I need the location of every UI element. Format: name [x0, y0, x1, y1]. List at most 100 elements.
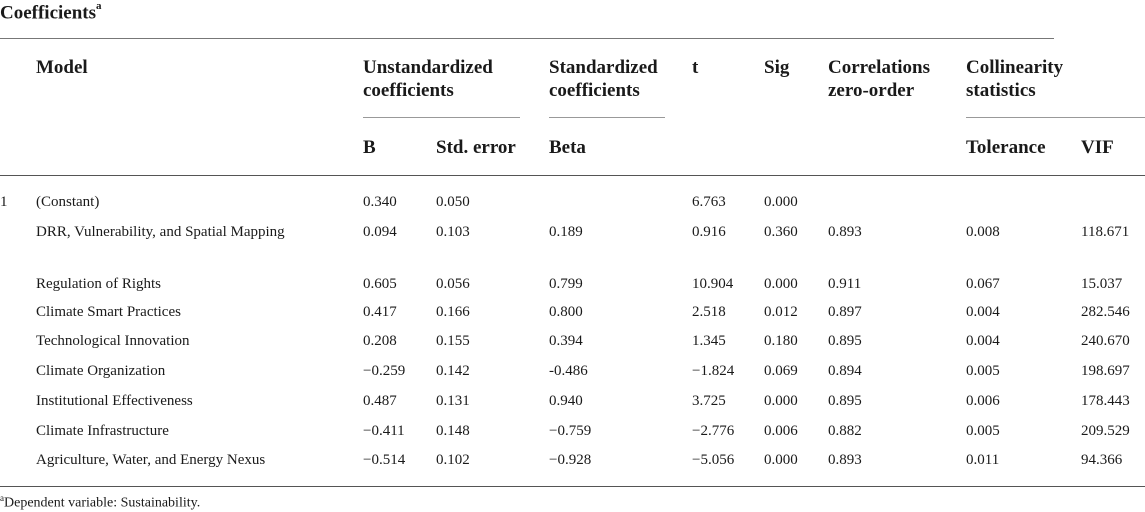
- cell-sig: 0.006: [764, 423, 798, 439]
- row-variable-name: DRR, Vulnerability, and Spatial Mapping: [36, 224, 285, 240]
- cell-sig: 0.012: [764, 304, 798, 320]
- cell-vif: 282.546: [1081, 304, 1130, 320]
- cell-beta: 0.800: [549, 304, 583, 320]
- cell-sig: 0.069: [764, 363, 798, 379]
- cell-t: 6.763: [692, 194, 726, 210]
- cell-b: 0.605: [363, 276, 397, 292]
- cell-b: −0.411: [363, 423, 405, 439]
- header-correlations-line2: zero-order: [828, 80, 915, 101]
- cell-b: 0.487: [363, 393, 397, 409]
- cell-b: 0.340: [363, 194, 397, 210]
- cell-sig: 0.000: [764, 276, 798, 292]
- footnote-text: Dependent variable: Sustainability.: [4, 495, 201, 511]
- cell-correlation: 0.893: [828, 452, 862, 468]
- cell-vif: 240.670: [1081, 333, 1130, 349]
- header-collinearity-line2: statistics: [966, 80, 1036, 101]
- header-tolerance: Tolerance: [966, 137, 1046, 158]
- header-unstandardized-line1: Unstandardized: [363, 57, 493, 78]
- cell-tolerance: 0.008: [966, 224, 1000, 240]
- table-title-marker: a: [96, 0, 102, 12]
- cell-t: 3.725: [692, 393, 726, 409]
- cell-correlation: 0.911: [828, 276, 862, 292]
- cell-beta: 0.394: [549, 333, 583, 349]
- cell-correlation: 0.895: [828, 393, 862, 409]
- cell-tolerance: 0.067: [966, 276, 1000, 292]
- table-title: Coefficientsa: [0, 0, 102, 24]
- cell-vif: 209.529: [1081, 423, 1130, 439]
- cell-tolerance: 0.011: [966, 452, 1000, 468]
- cell-std-error: 0.056: [436, 276, 470, 292]
- row-variable-name: Climate Infrastructure: [36, 423, 169, 439]
- row-variable-name: Climate Organization: [36, 363, 166, 379]
- cell-std-error: 0.131: [436, 393, 470, 409]
- cell-vif: 94.366: [1081, 452, 1123, 468]
- header-standardized-line1: Standardized: [549, 57, 658, 78]
- table-title-text: Coefficients: [0, 2, 97, 24]
- cell-correlation: 0.895: [828, 333, 862, 349]
- top-rule: [0, 38, 1054, 39]
- cell-correlation: 0.897: [828, 304, 862, 320]
- header-t: t: [692, 57, 699, 78]
- cell-std-error: 0.166: [436, 304, 470, 320]
- cell-tolerance: 0.004: [966, 304, 1000, 320]
- header-beta: Beta: [549, 137, 586, 158]
- cell-tolerance: 0.005: [966, 363, 1000, 379]
- cell-correlation: 0.882: [828, 423, 862, 439]
- cell-sig: 0.000: [764, 393, 798, 409]
- cell-correlation: 0.893: [828, 224, 862, 240]
- cell-std-error: 0.102: [436, 452, 470, 468]
- header-unstandardized-line2: coefficients: [363, 80, 454, 101]
- cell-b: −0.514: [363, 452, 406, 468]
- row-number: 1: [0, 194, 8, 210]
- header-vif: VIF: [1081, 137, 1114, 158]
- cell-tolerance: 0.006: [966, 393, 1000, 409]
- cell-vif: 198.697: [1081, 363, 1130, 379]
- cell-std-error: 0.103: [436, 224, 470, 240]
- cell-t: −2.776: [692, 423, 735, 439]
- header-standardized-line2: coefficients: [549, 80, 640, 101]
- row-variable-name: Regulation of Rights: [36, 276, 161, 292]
- cell-vif: 15.037: [1081, 276, 1123, 292]
- cell-t: 0.916: [692, 224, 726, 240]
- cell-std-error: 0.142: [436, 363, 470, 379]
- cell-beta: −0.759: [549, 423, 592, 439]
- cell-b: 0.208: [363, 333, 397, 349]
- cell-b: −0.259: [363, 363, 406, 379]
- cell-beta: -0.486: [549, 363, 588, 379]
- cell-sig: 0.180: [764, 333, 798, 349]
- header-rule: [0, 175, 1145, 176]
- cell-b: 0.094: [363, 224, 397, 240]
- standardized-subrule: [549, 117, 665, 118]
- cell-beta: −0.928: [549, 452, 592, 468]
- row-variable-name: Institutional Effectiveness: [36, 393, 193, 409]
- cell-std-error: 0.148: [436, 423, 470, 439]
- cell-b: 0.417: [363, 304, 397, 320]
- cell-t: 1.345: [692, 333, 726, 349]
- table-footnote: aDependent variable: Sustainability.: [0, 493, 200, 512]
- unstandardized-subrule: [363, 117, 520, 118]
- cell-std-error: 0.050: [436, 194, 470, 210]
- cell-sig: 0.000: [764, 194, 798, 210]
- row-variable-name: Agriculture, Water, and Energy Nexus: [36, 452, 266, 468]
- bottom-rule: [0, 486, 1145, 487]
- header-collinearity-line1: Collinearity: [966, 57, 1064, 78]
- collinearity-subrule: [966, 117, 1145, 118]
- cell-tolerance: 0.005: [966, 423, 1000, 439]
- cell-t: 10.904: [692, 276, 734, 292]
- cell-beta: 0.940: [549, 393, 583, 409]
- cell-tolerance: 0.004: [966, 333, 1000, 349]
- cell-vif: 178.443: [1081, 393, 1130, 409]
- cell-t: 2.518: [692, 304, 726, 320]
- row-variable-name: Technological Innovation: [36, 333, 190, 349]
- header-b: B: [363, 137, 376, 158]
- header-correlations-line1: Correlations: [828, 57, 931, 78]
- cell-std-error: 0.155: [436, 333, 470, 349]
- cell-t: −1.824: [692, 363, 735, 379]
- footnote-marker: a: [0, 493, 4, 503]
- header-model: Model: [36, 57, 88, 78]
- cell-sig: 0.360: [764, 224, 798, 240]
- cell-vif: 118.671: [1081, 224, 1130, 240]
- header-std-error: Std. error: [436, 137, 516, 158]
- header-sig: Sig: [764, 57, 790, 78]
- cell-beta: 0.189: [549, 224, 583, 240]
